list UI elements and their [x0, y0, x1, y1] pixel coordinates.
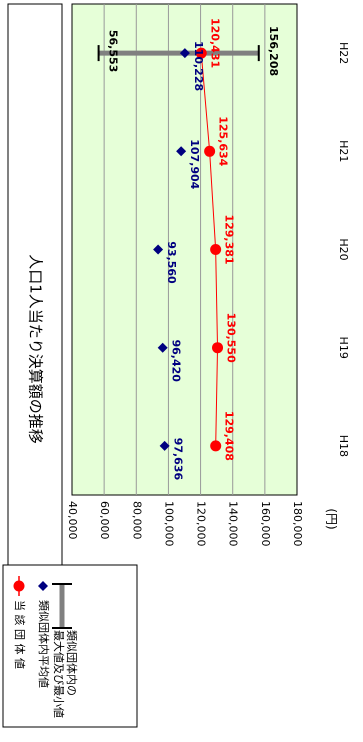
data-point-circle — [210, 440, 222, 452]
series-markers — [153, 47, 224, 452]
data-label-average: 93,560 — [165, 241, 178, 284]
y-tick-label: 40,000 — [66, 501, 79, 540]
minmax-range: 156,208 56,553 — [97, 26, 280, 76]
data-labels: 129,408 130,550 129,381 125,634 120,431 97,63… — [165, 18, 237, 480]
data-label-value: 125,634 — [217, 116, 230, 166]
y-tick-label: 80,000 — [130, 501, 143, 540]
x-category-label: H18 — [337, 435, 350, 457]
data-label-value: 129,381 — [223, 214, 236, 264]
data-label-value: 129,408 — [223, 411, 236, 461]
data-label-average: 97,636 — [172, 438, 185, 481]
data-point-diamond — [159, 440, 170, 451]
data-point-circle — [204, 145, 216, 157]
range-max-label: 156,208 — [267, 26, 280, 76]
data-point-diamond — [157, 342, 168, 353]
data-point-diamond — [176, 146, 187, 157]
y-tick-label: 140,000 — [227, 501, 240, 547]
y-tick-label: 160,000 — [259, 501, 272, 547]
data-label-average: 96,420 — [170, 339, 183, 382]
data-point-diamond — [153, 244, 164, 255]
y-tick-label: 100,000 — [162, 501, 175, 547]
legend-average-marker — [38, 581, 48, 591]
y-tick-label: 60,000 — [98, 501, 111, 540]
x-category-label: H20 — [337, 238, 350, 260]
data-label-average: 110,228 — [192, 41, 205, 91]
legend-label-range: 類似団体内の最大値及び最小値 — [52, 630, 79, 718]
legend-label-value: 当 該 団 体 値 — [13, 600, 27, 669]
y-tick-label: 120,000 — [195, 501, 208, 547]
legend — [2, 564, 138, 728]
x-category-label: H19 — [337, 337, 350, 359]
data-point-circle — [195, 47, 207, 59]
data-point-circle — [212, 342, 224, 354]
data-label-value: 120,431 — [208, 18, 221, 68]
gridlines — [103, 4, 266, 495]
data-point-circle — [210, 244, 222, 255]
legend-value-marker — [13, 580, 25, 592]
legend-label-average: 類似団体内平均値 — [37, 600, 51, 688]
data-label-value: 130,550 — [225, 313, 238, 363]
chart-title: 人口1人当たり決算額の推移 — [27, 254, 45, 444]
data-point-diamond — [179, 48, 190, 59]
plot-area — [71, 3, 298, 496]
range-min-label: 56,553 — [107, 30, 120, 72]
y-tick-label: 180,000 — [291, 501, 304, 547]
y-axis-unit: (円) — [325, 508, 339, 529]
y-axis-ticks: 180,000 160,000 140,000 120,000 100,000 80,00… — [66, 501, 304, 547]
x-category-label: H22 — [337, 42, 350, 64]
x-axis-categories: H18 H19 H20 H21 H22 — [337, 42, 350, 457]
data-label-average: 107,904 — [188, 139, 201, 189]
x-category-label: H21 — [337, 140, 350, 162]
